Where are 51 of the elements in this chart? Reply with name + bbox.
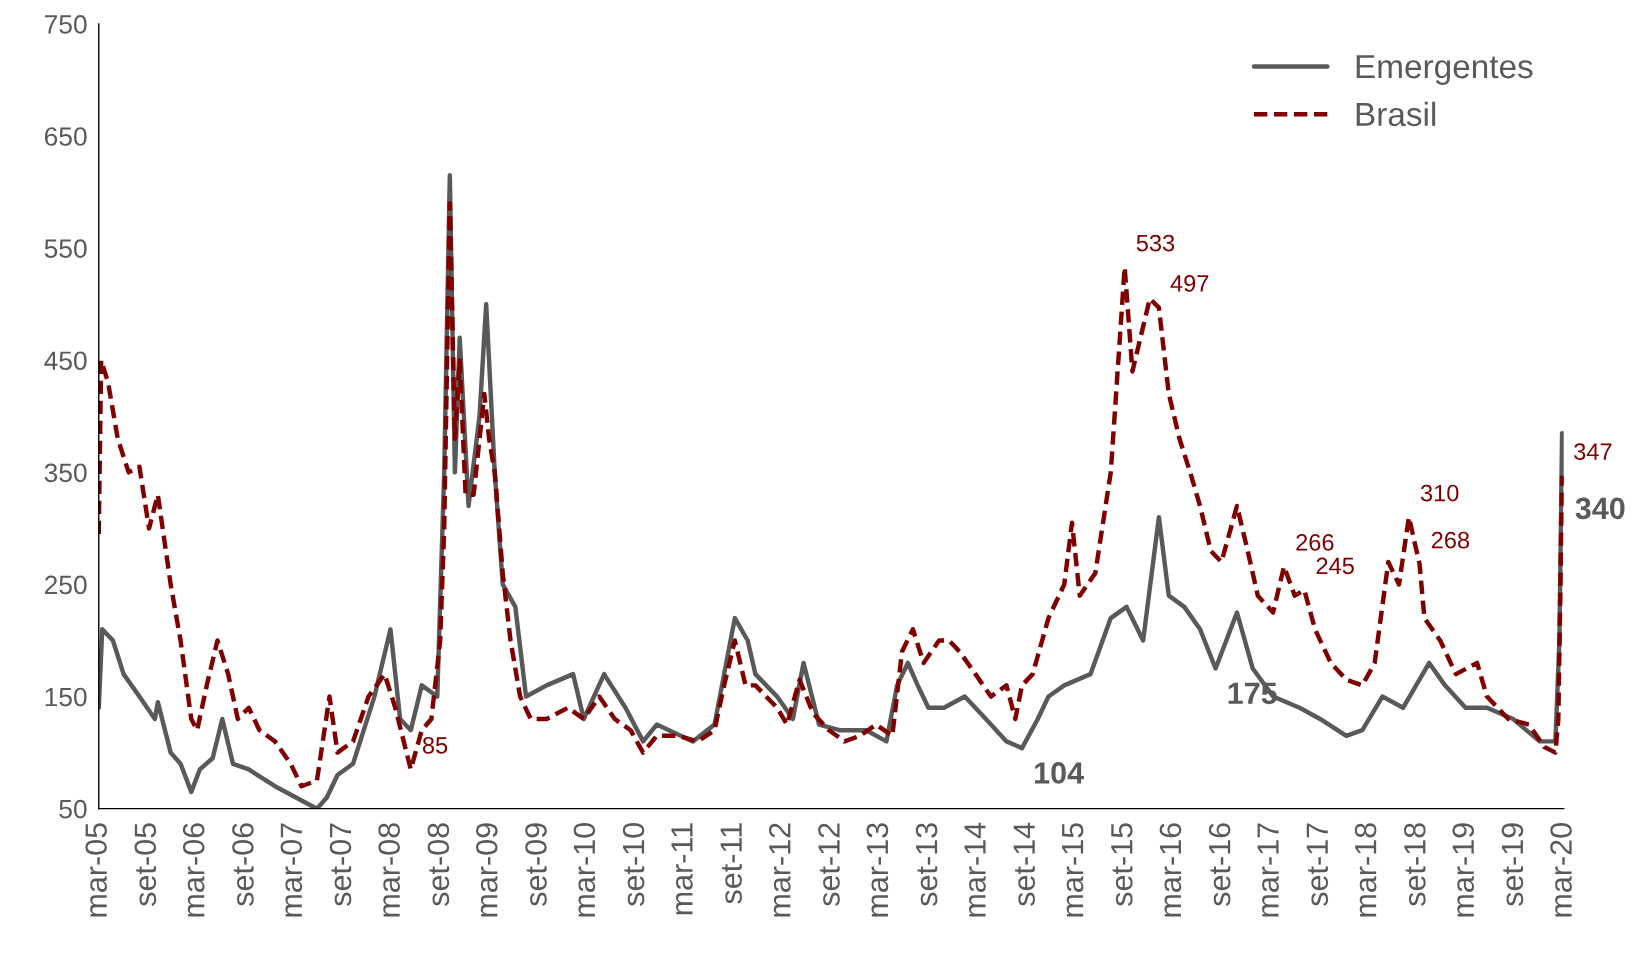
x-tick-label: set-13 xyxy=(915,823,938,906)
x-tick-label: mar-20 xyxy=(1550,823,1572,917)
annotation: 268 xyxy=(1431,531,1470,549)
x-tick-label: set-10 xyxy=(622,823,645,906)
x-tick-label: mar-11 xyxy=(671,823,693,915)
x-tick-label: mar-16 xyxy=(1159,823,1182,917)
y-tick-label: 50 xyxy=(59,799,87,819)
annotation: 245 xyxy=(1316,557,1354,575)
x-tick-label: mar-12 xyxy=(769,823,791,917)
y-tick-label: 150 xyxy=(45,687,87,707)
x-tick-label: set-09 xyxy=(525,823,547,906)
legend-label: Emergentes xyxy=(1356,55,1533,85)
x-tick-label: set-15 xyxy=(1111,823,1133,906)
annotation: 533 xyxy=(1136,234,1175,252)
y-tick-label: 650 xyxy=(44,127,87,146)
annotation: 347 xyxy=(1574,443,1612,460)
x-tick-label: mar-18 xyxy=(1354,823,1377,917)
x-tick-label: set-05 xyxy=(134,823,157,906)
x-tick-label: set-11 xyxy=(720,823,742,904)
x-tick-label: mar-14 xyxy=(964,822,986,917)
x-tick-label: set-08 xyxy=(427,823,450,906)
annotation: 497 xyxy=(1170,275,1209,292)
x-tick-label: mar-08 xyxy=(378,823,400,917)
x-tick-label: mar-13 xyxy=(866,823,889,917)
y-tick-label: 550 xyxy=(44,239,87,258)
x-tick-label: set-12 xyxy=(818,823,840,906)
annotation: 104 xyxy=(1035,762,1084,784)
annotation: 340 xyxy=(1575,497,1625,520)
x-tick-label: mar-07 xyxy=(280,823,303,917)
x-tick-label: set-14 xyxy=(1013,822,1036,906)
x-tick-label: set-17 xyxy=(1306,823,1329,906)
x-tick-label: set-07 xyxy=(329,823,352,906)
annotation: 266 xyxy=(1296,534,1334,551)
legend-label: Brasil xyxy=(1356,101,1436,127)
y-tick-label: 750 xyxy=(44,15,87,34)
x-tick-label: mar-19 xyxy=(1452,823,1475,917)
x-tick-label: mar-09 xyxy=(475,823,498,917)
x-tick-label: set-16 xyxy=(1208,823,1231,906)
y-tick-label: 250 xyxy=(44,575,87,595)
x-tick-label: set-06 xyxy=(232,823,254,906)
x-tick-label: set-19 xyxy=(1501,823,1524,906)
y-tick-label: 450 xyxy=(44,351,87,371)
x-tick-label: mar-17 xyxy=(1257,823,1279,917)
x-tick-label: set-18 xyxy=(1404,823,1426,906)
annotation: 310 xyxy=(1420,484,1459,502)
x-tick-label: mar-15 xyxy=(1062,823,1084,917)
x-tick-label: mar-06 xyxy=(182,823,205,917)
y-tick-label: 350 xyxy=(44,463,87,483)
x-tick-label: mar-05 xyxy=(85,823,107,917)
annotation: 85 xyxy=(422,736,448,754)
x-tick-label: mar-10 xyxy=(573,823,596,917)
